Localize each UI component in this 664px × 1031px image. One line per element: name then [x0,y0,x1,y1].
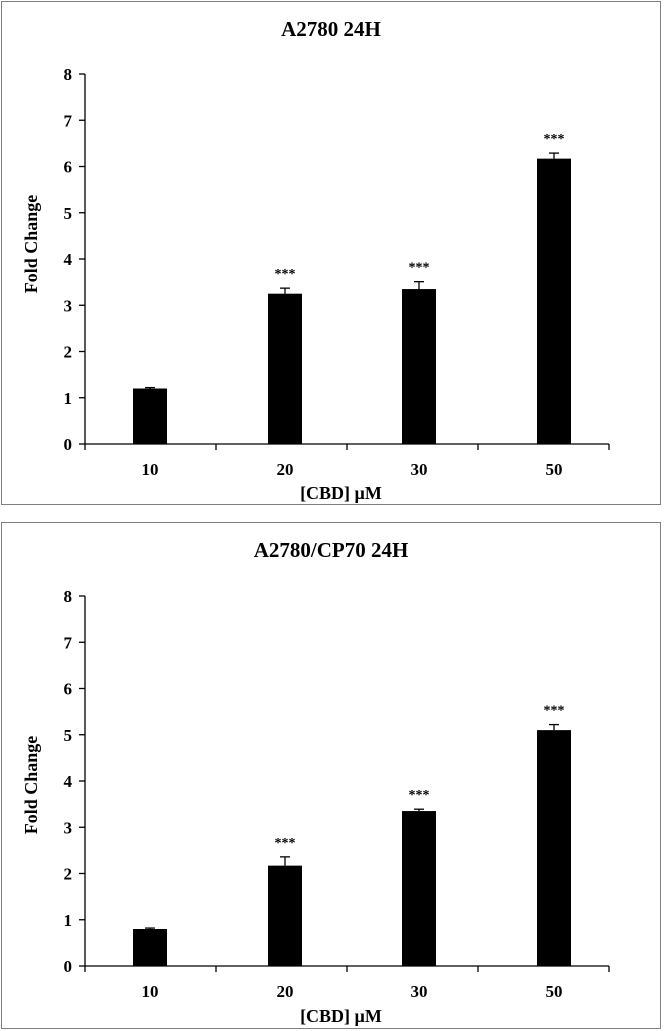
x-tick-label: 20 [277,460,294,479]
y-axis-label: Fold Change [21,195,41,294]
chart-svg-a2780: A2780 24H Fold Change [CBD] µM 0 1 2 3 4 5 6 7 8… [21,17,610,503]
y-tick-label: 5 [64,726,73,745]
x-tick-label: 30 [411,982,428,1001]
x-tick-label: 10 [142,982,159,1001]
x-tick-label: 30 [411,460,428,479]
bar [268,293,302,444]
plot-area: 0 1 2 3 4 5 6 7 8 10 20 *** 30 *** 50 *** [64,587,610,1001]
y-tick-label: 8 [64,587,73,606]
y-tick-label: 7 [64,633,73,652]
chart-panel-a2780: A2780 24H Fold Change [CBD] µM 0 1 2 3 4 5 6 7 8… [1,1,661,505]
significance-marker: *** [544,132,565,147]
y-tick-label: 6 [64,680,73,699]
plot-area: 0 1 2 3 4 5 6 7 8 10 20 *** 30 *** 50 *** [64,65,610,479]
chart-title: A2780/CP70 24H [254,538,409,562]
y-tick-label: 0 [64,957,73,976]
y-tick-label: 2 [64,343,73,362]
y-tick-label: 6 [64,158,73,177]
y-tick-label: 3 [64,818,73,837]
y-tick-label: 1 [64,389,73,408]
significance-marker: *** [275,836,296,851]
x-tick-label: 10 [142,460,159,479]
significance-marker: *** [544,704,565,719]
bar [133,388,167,444]
y-tick-label: 3 [64,296,73,315]
x-axis-label: [CBD] µM [300,483,382,503]
x-axis-label: [CBD] µM [300,1006,382,1026]
y-tick-label: 5 [64,204,73,223]
y-tick-label: 4 [64,250,73,269]
y-tick-label: 4 [64,772,73,791]
y-tick-label: 2 [64,865,73,884]
significance-marker: *** [409,788,430,803]
bar [133,929,167,966]
y-axis-label: Fold Change [21,736,41,835]
y-tick-label: 1 [64,911,73,930]
chart-panel-a2780-cp70: A2780/CP70 24H Fold Change [CBD] µM 0 1 2 3… [1,522,661,1029]
chart-title: A2780 24H [281,17,381,41]
y-tick-label: 0 [64,435,73,454]
significance-marker: *** [409,261,430,276]
y-tick-label: 7 [64,111,73,130]
bar [537,158,571,444]
bar [268,865,302,966]
significance-marker: *** [275,267,296,282]
bar [402,811,436,966]
bar [537,730,571,966]
chart-svg-a2780-cp70: A2780/CP70 24H Fold Change [CBD] µM 0 1 2 3… [21,538,610,1026]
y-tick-label: 8 [64,65,73,84]
x-tick-label: 50 [546,982,563,1001]
x-tick-label: 20 [277,982,294,1001]
x-tick-label: 50 [546,460,563,479]
bar [402,289,436,444]
